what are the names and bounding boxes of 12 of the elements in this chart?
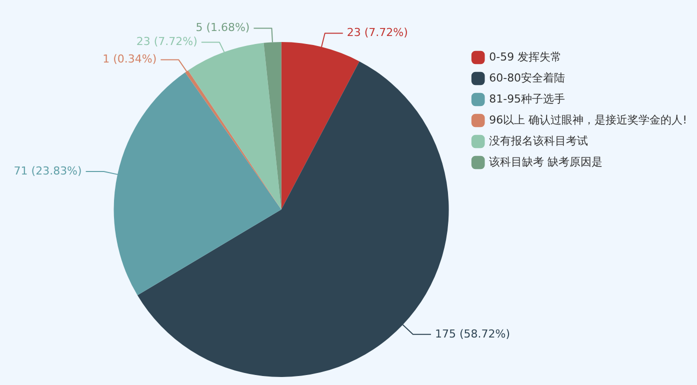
legend-label: 该科目缺考 缺考原因是: [489, 155, 603, 168]
data-label: 23 (7.72%): [136, 35, 198, 48]
data-label: 1 (0.34%): [102, 52, 157, 66]
legend-label: 81-95种子选手: [489, 92, 566, 106]
legend-label: 96以上 确认过眼神，是接近奖学金的人!: [489, 113, 688, 126]
legend-label: 0-59 发挥失常: [489, 50, 562, 64]
data-label: 71 (23.83%): [14, 164, 82, 178]
legend-label: 60-80安全着陆: [489, 71, 566, 84]
legend-label: 没有报名该科目考试: [489, 134, 588, 148]
data-label: 5 (1.68%): [196, 21, 250, 34]
data-label: 175 (58.72%): [434, 327, 510, 340]
data-label: 23 (7.72%): [346, 26, 408, 40]
